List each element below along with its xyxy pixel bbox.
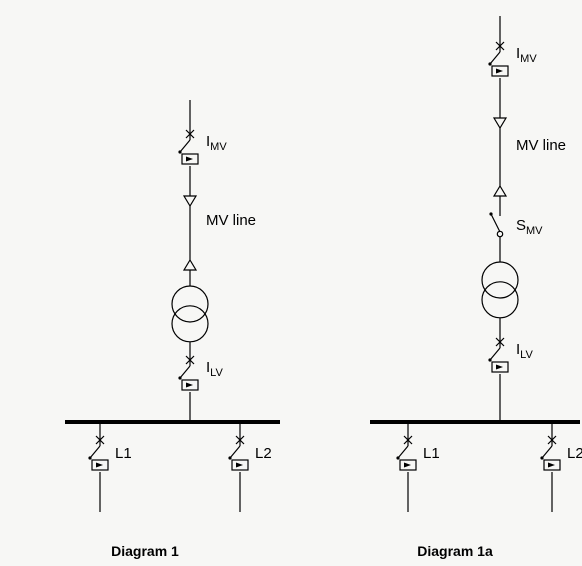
feeder-label: L2 (255, 445, 272, 462)
arrow-down-icon (494, 118, 506, 128)
arrow-up-icon (494, 186, 506, 196)
circuit-breaker (88, 436, 108, 470)
breaker-label: IMV (206, 133, 227, 153)
circuit-breaker: ILV (488, 338, 533, 372)
transformer (172, 286, 208, 342)
transformer (482, 262, 518, 318)
feeder: L1 (88, 422, 131, 512)
breaker-label: ILV (516, 341, 533, 361)
arrow-down-icon (184, 196, 196, 206)
mv-line-label: MV line (516, 137, 566, 154)
mv-line-label: MV line (206, 212, 256, 229)
switch-label: SMV (516, 217, 543, 237)
diagram-caption: Diagram 1a (417, 543, 493, 559)
circuit-breaker: IMV (178, 130, 227, 164)
single-line-diagrams: IMVMV lineILVL1L2Diagram 1IMVMV lineSMVI… (0, 0, 582, 566)
diagram-1: IMV MV line ILV L1 L2 Diagram 1 (65, 100, 280, 559)
circuit-breaker (540, 436, 560, 470)
diagram-caption: Diagram 1 (111, 543, 179, 559)
feeder: L1 (396, 422, 439, 512)
diagram-1a: IMV MV line SMV ILV L1 L2 Diagram 1a (370, 16, 582, 559)
circuit-breaker (228, 436, 248, 470)
breaker-label: IMV (516, 45, 537, 65)
feeder-label: L2 (567, 445, 582, 462)
feeder: L2 (540, 422, 582, 512)
circuit-breaker: ILV (178, 356, 223, 390)
feeder-label: L1 (423, 445, 440, 462)
feeder: L2 (228, 422, 271, 512)
breaker-label: ILV (206, 359, 223, 379)
feeder-label: L1 (115, 445, 132, 462)
circuit-breaker: IMV (488, 42, 537, 76)
disconnector-switch: SMV (489, 212, 543, 244)
circuit-breaker (396, 436, 416, 470)
arrow-up-icon (184, 260, 196, 270)
